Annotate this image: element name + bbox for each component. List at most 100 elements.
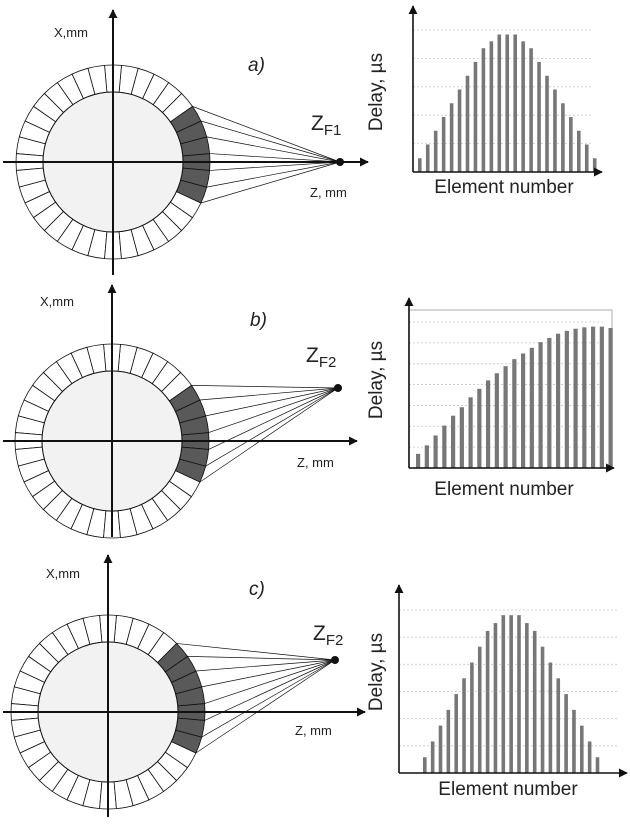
focus-label-a: ZF1 <box>311 112 341 139</box>
array-diagram-a <box>3 9 369 275</box>
focus-ray-b <box>205 387 339 417</box>
chart-bar-c <box>430 741 435 773</box>
focus-ray-c <box>195 659 336 672</box>
panel-label-c: c) <box>249 579 265 600</box>
focal-point-c <box>331 656 339 664</box>
chart-bar-c <box>595 757 600 773</box>
chart-bar-c <box>423 757 427 773</box>
z-axis-label-b: Z, mm <box>297 455 334 470</box>
chart-bar-a <box>418 158 422 172</box>
chart-bar-b <box>433 435 438 468</box>
x-axis-label-a: X,mm <box>54 25 88 40</box>
focus-ray-a <box>200 161 341 204</box>
chart-bar-c <box>556 678 561 773</box>
chart-bar-b <box>529 347 534 468</box>
panel-label-b: b) <box>250 310 267 331</box>
chart-bar-a <box>441 116 446 172</box>
chart-bar-c <box>580 725 584 773</box>
chart-bar-a <box>433 130 438 172</box>
chart-bars-a <box>418 34 597 173</box>
z-axis-label-a: Z, mm <box>310 185 347 200</box>
delay-chart-c: Delay, µs Element number <box>366 584 628 800</box>
chart-bar-a <box>505 34 510 173</box>
focus-ray-b <box>208 387 339 433</box>
focus-label-main-c: Z <box>313 622 326 645</box>
chart-grid-c <box>399 609 617 747</box>
x-axis-label-b: X,mm <box>40 294 74 309</box>
panel-b: X,mm Z, mm b) ZF2 Delay, µs Element numb… <box>3 284 615 539</box>
chart-bar-a <box>521 41 525 172</box>
panel-c: X,mm Z, mm c) ZF2 Delay, µs Element numb… <box>3 554 628 817</box>
focus-ray-b <box>191 385 339 389</box>
chart-ylabel-c: Delay, µs <box>366 633 387 711</box>
chart-bar-b <box>538 342 543 468</box>
chart-bar-c <box>525 623 529 773</box>
delay-chart-a: Delay, µs Element number <box>366 5 603 198</box>
chart-bar-c <box>532 630 537 773</box>
chart-bar-b <box>591 326 596 468</box>
chart-bar-c <box>509 615 513 773</box>
chart-bar-c <box>517 615 521 773</box>
chart-bar-c <box>548 662 553 773</box>
chart-bar-a <box>577 130 581 172</box>
chart-bar-a <box>553 89 557 172</box>
focus-ray-c <box>195 659 336 754</box>
chart-bar-b <box>521 353 526 468</box>
chart-bar-a <box>584 144 589 172</box>
array-diagram-c <box>3 554 366 817</box>
chart-bar-a <box>497 34 502 173</box>
chart-bar-c <box>485 630 490 773</box>
chart-bar-b <box>556 333 561 468</box>
focus-rays-a <box>192 106 341 204</box>
focus-label-main-a: Z <box>311 112 324 135</box>
chart-bar-b <box>608 328 613 468</box>
chart-bar-b <box>486 380 491 468</box>
chart-bar-c <box>438 725 443 773</box>
focus-ray-c <box>204 659 336 704</box>
chart-bar-b <box>503 366 508 468</box>
focal-point-a <box>336 158 344 166</box>
chart-bar-c <box>493 623 498 773</box>
focus-ray-a <box>192 106 341 163</box>
chart-bar-a <box>569 116 573 172</box>
z-axis-label-c: Z, mm <box>295 723 332 738</box>
focus-ray-b <box>208 387 339 450</box>
focus-ray-c <box>201 659 336 688</box>
chart-bar-a <box>592 158 597 172</box>
chart-bar-b <box>573 328 578 468</box>
focus-ray-a <box>200 120 341 163</box>
focus-label-c: ZF2 <box>313 622 343 649</box>
focus-ray-c <box>176 643 336 661</box>
chart-bar-c <box>470 662 474 773</box>
focus-ray-c <box>201 659 336 738</box>
chart-bar-b <box>599 326 604 468</box>
delay-chart-b: Delay, µs Element number <box>366 297 615 500</box>
chart-bar-b <box>442 425 447 468</box>
focus-ray-c <box>204 659 336 721</box>
chart-bar-c <box>446 709 451 773</box>
focus-ray-b <box>199 387 339 483</box>
focus-label-sub-c: F2 <box>326 632 344 649</box>
focal-point-b <box>334 384 342 392</box>
chart-ylabel-b: Delay, µs <box>366 341 387 419</box>
focus-label-main-b: Z <box>306 344 319 367</box>
chart-bar-c <box>501 615 506 773</box>
chart-bar-a <box>481 48 486 173</box>
chart-bar-b <box>477 388 482 468</box>
chart-bar-b <box>547 337 552 468</box>
chart-bar-b <box>424 445 429 468</box>
chart-bar-a <box>465 75 470 172</box>
chart-bar-a <box>529 48 533 173</box>
chart-bar-a <box>473 61 478 172</box>
chart-bar-a <box>457 89 462 172</box>
chart-ylabel-a: Delay, µs <box>366 53 387 131</box>
chart-bar-a <box>513 34 517 173</box>
chart-bar-b <box>512 359 517 468</box>
chart-grid-a <box>413 29 592 145</box>
panel-label-a: a) <box>248 55 265 76</box>
chart-bar-b <box>451 415 456 468</box>
chart-bar-a <box>489 41 494 172</box>
chart-bar-b <box>468 397 473 468</box>
chart-bar-c <box>540 646 545 773</box>
